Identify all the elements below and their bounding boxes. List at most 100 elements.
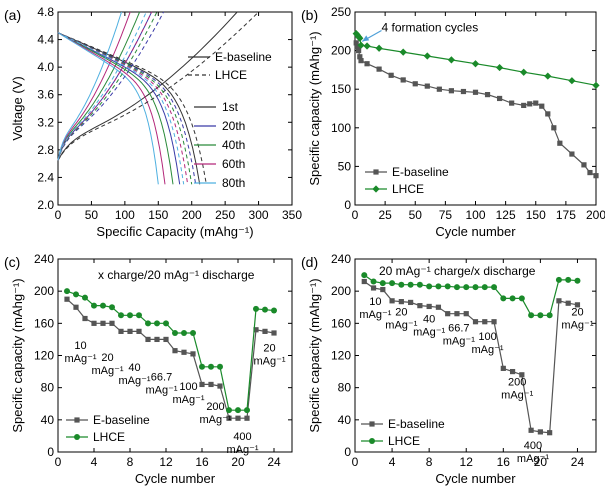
rate-label-unit: mAg⁻¹	[172, 394, 204, 406]
data-point	[426, 303, 432, 310]
rate-label-value: 40	[128, 362, 140, 374]
data-point	[354, 44, 361, 50]
x-tick-label: 12	[159, 455, 173, 469]
x-tick-label: 16	[195, 455, 209, 469]
data-point	[500, 365, 506, 371]
data-point	[546, 312, 553, 319]
data-point	[581, 162, 587, 168]
data-point	[471, 60, 480, 68]
data-point	[399, 48, 407, 56]
legend-label: 80th	[222, 176, 245, 190]
y-axis-label: Voltage (V)	[10, 76, 25, 140]
rate-label-value: 400	[524, 440, 542, 452]
data-point	[163, 336, 169, 343]
panel-a: 0 50 100 150 200 250 300 350 2.0 2.4 2.8 3.2 3.6 4.0 4…	[4, 5, 302, 239]
legend-label: E-baseline	[388, 417, 445, 431]
data-point	[357, 54, 363, 60]
x-tick-label: 75	[439, 208, 453, 222]
data-point	[497, 95, 503, 102]
rate-label-unit: mAg⁻¹	[64, 353, 96, 365]
data-point	[416, 281, 423, 288]
rate-label-value: 20	[101, 352, 113, 364]
charge-curve	[57, 11, 131, 161]
data-point	[82, 294, 88, 301]
data-point	[372, 185, 380, 193]
panel-label: (c)	[4, 254, 20, 270]
chart-title: x charge/20 mAg⁻¹ discharge	[98, 268, 255, 282]
data-point	[363, 42, 371, 50]
data-point	[136, 312, 142, 319]
data-point	[136, 328, 142, 334]
panel-label: (d)	[301, 254, 318, 270]
series-line-0	[363, 281, 578, 434]
legend-label: LHCE	[388, 434, 420, 448]
discharge-curve	[57, 32, 185, 185]
data-point	[491, 284, 498, 291]
data-point	[454, 311, 460, 317]
y-tick-label: 200	[331, 284, 351, 298]
rate-label-value: 200	[206, 401, 224, 413]
y-tick-label: 160	[34, 316, 54, 330]
y-tick-label: 0	[344, 445, 351, 459]
y-tick-label: 240	[34, 252, 54, 266]
data-point	[373, 169, 379, 175]
x-tick-label: 4	[91, 455, 98, 469]
data-point	[424, 83, 430, 89]
data-point	[555, 276, 562, 283]
y-tick-label: 2.0	[37, 198, 54, 212]
rate-label-unit: mAg⁻¹	[385, 319, 417, 331]
y-tick-label: 40	[338, 413, 352, 427]
data-point	[208, 363, 214, 370]
charge-curve	[57, 11, 147, 161]
x-tick-label: 150	[526, 208, 546, 222]
data-point	[358, 58, 364, 64]
charge-curve	[57, 11, 238, 161]
data-point	[519, 372, 525, 378]
data-point	[73, 291, 79, 298]
y-tick-label: 2.4	[37, 170, 54, 184]
y-tick-label: 250	[331, 5, 351, 19]
x-tick-label: 100	[465, 208, 485, 222]
y-tick-label: 240	[331, 252, 351, 266]
data-point	[400, 77, 406, 83]
x-tick-label: 25	[378, 208, 392, 222]
charge-curve	[57, 11, 153, 161]
data-point	[235, 407, 241, 414]
x-tick-label: 4	[389, 455, 396, 469]
data-point	[537, 312, 544, 319]
charge-curve	[57, 11, 153, 161]
y-tick-label: 120	[331, 349, 351, 363]
x-tick-label: 150	[148, 208, 168, 222]
data-point	[545, 111, 551, 117]
data-point	[544, 72, 552, 80]
legend-label: E-baseline	[93, 413, 150, 427]
data-point	[271, 307, 277, 314]
panel-label: (a)	[4, 7, 21, 23]
x-tick-label: 125	[496, 208, 516, 222]
rate-label-value: 20	[263, 342, 275, 354]
rate-label-unit: mAg⁻¹	[472, 344, 504, 356]
data-point	[100, 302, 106, 309]
y-tick-label: 4.4	[37, 33, 54, 47]
legend-label: LHCE	[392, 182, 424, 196]
data-point	[500, 295, 507, 302]
data-point	[181, 329, 187, 336]
x-tick-label: 300	[249, 208, 269, 222]
data-point	[369, 421, 375, 427]
data-point	[118, 312, 124, 319]
y-axis-label: Specific capacity (mAhg⁻¹)	[307, 278, 322, 432]
rate-label-value: 20	[395, 306, 407, 318]
data-point	[244, 407, 250, 414]
rate-label-value: 20	[571, 306, 583, 318]
rate-label-unit: mAg⁻¹	[501, 389, 533, 401]
y-tick-label: 3.6	[37, 88, 54, 102]
charge-curve	[57, 11, 259, 161]
data-point	[73, 304, 79, 310]
x-tick-label: 0	[55, 208, 62, 222]
rate-label-unit: mAg⁻¹	[443, 335, 475, 347]
legend-label: LHCE	[93, 430, 125, 444]
data-point	[574, 277, 581, 284]
data-point	[64, 288, 70, 295]
data-point	[435, 304, 442, 310]
data-point	[537, 429, 543, 435]
